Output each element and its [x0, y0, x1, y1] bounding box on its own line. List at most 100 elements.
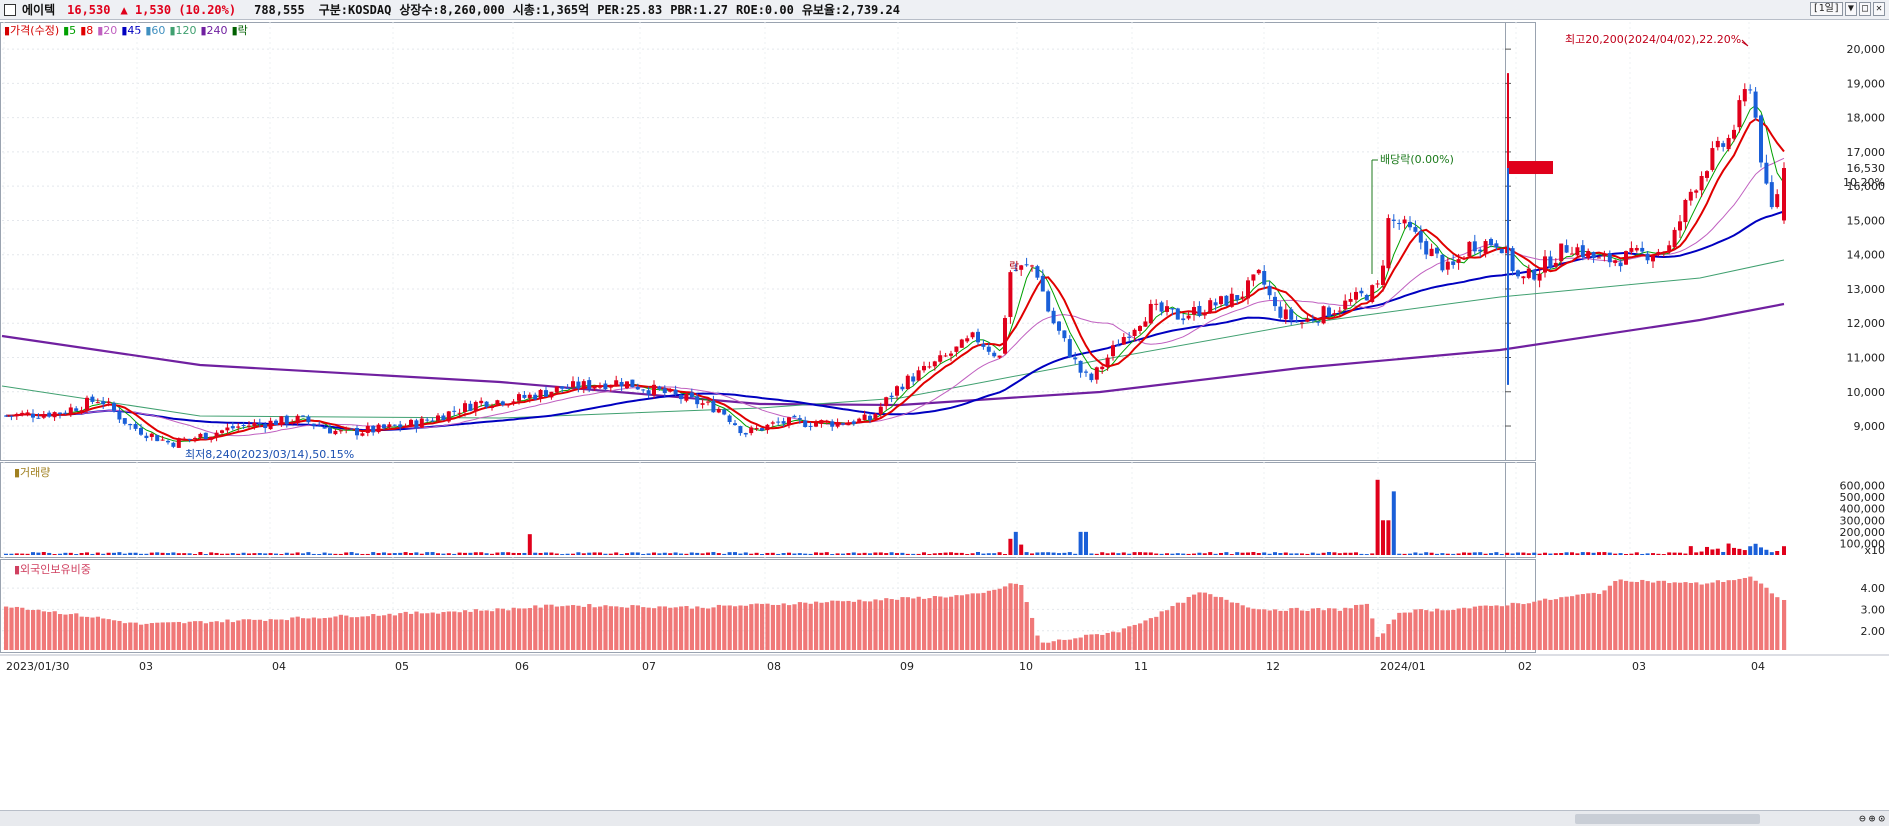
foreign-bar	[1224, 599, 1229, 650]
legend-item[interactable]: ▮가격(수정)	[4, 24, 60, 37]
foreign-bar	[473, 609, 478, 650]
zoom-out-icon[interactable]: ⊖	[1859, 812, 1866, 825]
foreign-bar	[1300, 610, 1305, 650]
candle	[1262, 271, 1267, 285]
maximize-icon[interactable]: □	[1858, 2, 1871, 16]
candle	[1586, 250, 1591, 258]
foreign-bar	[1435, 608, 1440, 650]
legend-item[interactable]: ▮5	[63, 24, 77, 37]
volume-bar	[1651, 553, 1655, 555]
foreign-bar	[1354, 604, 1359, 650]
volume-bar	[1759, 547, 1763, 555]
candle	[1748, 89, 1753, 91]
legend-item[interactable]: ▮8	[80, 24, 94, 37]
foreign-bar	[868, 601, 873, 650]
foreign-bar	[1197, 592, 1202, 650]
candle	[1375, 283, 1380, 285]
volume-bar	[1408, 553, 1412, 555]
zoom-reset-icon[interactable]: ⊙	[1878, 812, 1885, 825]
volume-bar	[1715, 548, 1720, 555]
legend-item[interactable]: ▮락	[231, 24, 248, 37]
volume-bar	[473, 552, 478, 555]
candle	[1672, 229, 1677, 248]
legend-item[interactable]: ▮20	[97, 24, 118, 37]
candle	[257, 422, 262, 424]
volume-bar	[1175, 553, 1180, 555]
foreign-bar	[1397, 612, 1402, 650]
chart-scrollbar[interactable]: ⊖ ⊕ ⊙	[0, 810, 1889, 826]
foreign-bar	[916, 596, 921, 650]
volume-bar	[1197, 552, 1202, 555]
candle	[1057, 321, 1061, 331]
foreign-bar	[571, 605, 576, 650]
volume-bar	[571, 553, 575, 555]
period-button[interactable]: [1일]	[1809, 2, 1843, 16]
foreign-bar	[479, 610, 484, 650]
candle	[1683, 199, 1688, 223]
foreign-bar	[1494, 605, 1499, 650]
volume-bar	[1008, 538, 1013, 555]
candle	[1354, 291, 1358, 300]
candle	[1580, 245, 1585, 258]
volume-bar	[873, 552, 878, 555]
candle	[1688, 191, 1693, 201]
change-percent: (10.20%)	[178, 2, 237, 17]
foreign-bar	[1370, 618, 1375, 650]
legend-item[interactable]: ▮45	[121, 24, 142, 37]
volume-bar	[279, 554, 284, 555]
candle	[1116, 345, 1121, 347]
volume-bar	[1683, 553, 1688, 555]
candle	[603, 383, 608, 390]
candle	[1413, 227, 1418, 232]
volume-bar	[716, 553, 721, 555]
foreign-bar	[954, 595, 959, 650]
volume-bar	[1661, 554, 1666, 555]
foreign-bar	[1170, 606, 1175, 650]
volume-bar	[1040, 552, 1045, 555]
foreign-bar	[787, 605, 792, 650]
legend-item[interactable]: ▮240	[200, 24, 228, 37]
candle	[949, 353, 953, 356]
foreign-bar	[846, 600, 851, 650]
foreign-bar	[1580, 594, 1585, 650]
volume-bar	[517, 552, 521, 555]
volume-bar	[1051, 552, 1056, 555]
foreign-bar	[673, 607, 678, 650]
close-icon[interactable]: ✕	[1872, 2, 1885, 16]
candle	[743, 433, 748, 435]
volume-bar	[1148, 552, 1153, 555]
volume-bar	[1629, 553, 1634, 555]
candle	[1732, 129, 1736, 139]
volume-bar	[938, 552, 943, 555]
zoom-in-icon[interactable]: ⊕	[1868, 812, 1876, 825]
candle	[959, 339, 964, 348]
candle	[1219, 296, 1223, 305]
select-checkbox[interactable]	[4, 3, 16, 16]
foreign-bar	[738, 605, 743, 650]
foreign-bar	[360, 616, 365, 650]
stock-chart[interactable]: 9,000 10,000 11,000 12,000 13,000 14,000 15,00…	[0, 20, 1889, 810]
candle	[333, 430, 338, 435]
candle	[1483, 241, 1488, 254]
volume-bar	[592, 552, 597, 555]
legend-item[interactable]: ▮120	[169, 24, 197, 37]
dropdown-icon[interactable]: ▼	[1844, 2, 1857, 16]
foreign-bar	[635, 605, 640, 650]
candle	[1451, 261, 1456, 265]
volume-bar	[1202, 553, 1207, 555]
volume-bar	[905, 553, 910, 555]
candle	[905, 375, 910, 390]
volume-bar	[970, 553, 975, 555]
candle	[781, 421, 786, 424]
candle	[527, 394, 532, 399]
foreign-bar	[560, 606, 565, 650]
volume-bar	[1386, 520, 1391, 555]
candle	[765, 424, 770, 431]
legend-item[interactable]: ▮60	[145, 24, 166, 37]
volume-bar	[749, 553, 754, 555]
candle	[1202, 313, 1207, 316]
volume-bar	[4, 553, 8, 555]
foreign-bar	[1051, 641, 1056, 650]
scroll-thumb[interactable]	[1575, 814, 1760, 824]
candle	[1283, 309, 1288, 320]
